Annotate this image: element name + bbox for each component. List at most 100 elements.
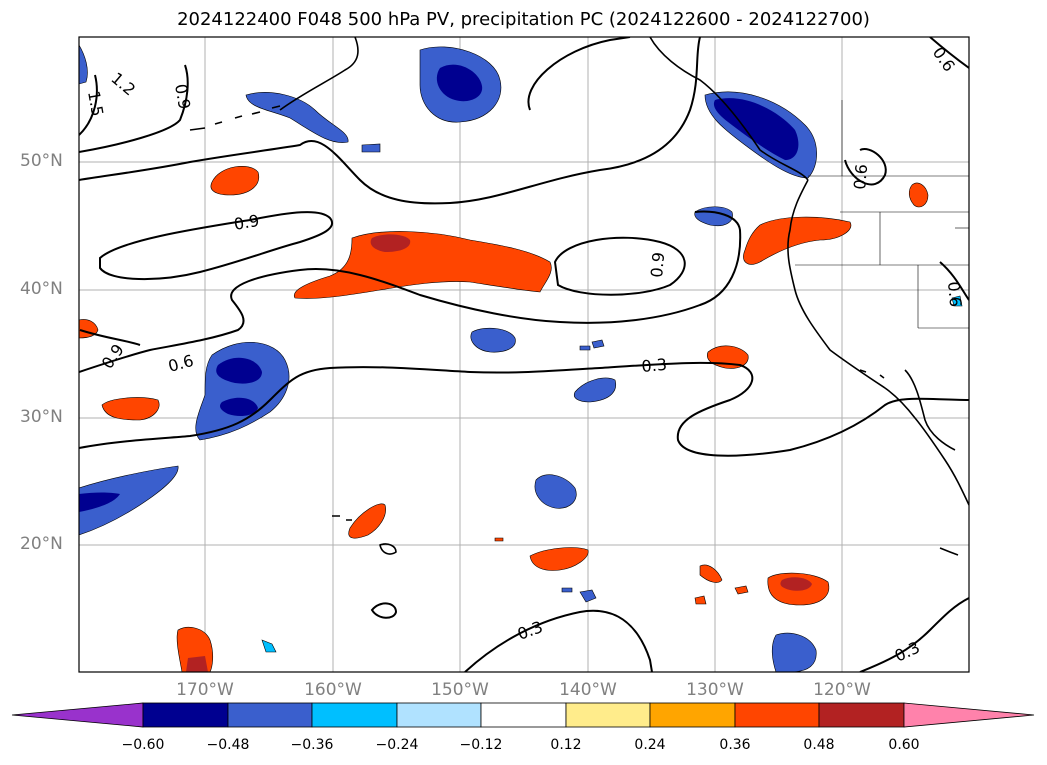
lon-label: 170°W [176, 680, 234, 700]
precip-core-alaska [436, 64, 483, 102]
coast-mexico-south [939, 547, 959, 556]
precip-core-w-central-b [220, 397, 258, 416]
lon-label: 140°W [559, 680, 617, 700]
positive-precip-areas [79, 165, 929, 672]
precip-blob-19n [529, 547, 589, 571]
precip-blob-49n [210, 165, 260, 196]
colorbar-segment [396, 702, 482, 728]
lat-label: 50°N [20, 151, 63, 171]
contour-north-loop-left [527, 37, 631, 111]
contour-label: 0.6 [166, 351, 196, 376]
map-frame [78, 36, 970, 673]
colorbar-tick: −0.60 [121, 737, 165, 753]
lat-label: 40°N [20, 279, 63, 299]
colorbar-segment [818, 702, 905, 728]
coast-alaska [279, 37, 359, 111]
contour-0.3-south [464, 609, 653, 672]
precip-blob-small-18n [561, 587, 573, 593]
colorbar [11, 702, 1035, 728]
colorbar-tick: 0.12 [550, 737, 582, 753]
contour-label: 0.9 [98, 341, 128, 373]
contour-1.5 [79, 74, 98, 136]
precip-blob-25n-center [534, 474, 577, 509]
precip-blob-small-39n [951, 295, 963, 307]
precip-blob-small-17n [579, 589, 597, 603]
colorbar-segment [311, 702, 398, 728]
precip-blob-small-48n-e [908, 182, 929, 208]
colorbar-segment [734, 702, 820, 728]
state-borders [795, 100, 969, 329]
colorbar-segment [565, 702, 651, 728]
precip-core-central-43n [370, 234, 411, 252]
contour-label: 1.2 [107, 69, 139, 100]
contour-label: 0.9 [232, 211, 260, 234]
precip-core-17n-east [780, 577, 812, 591]
colorbar-segment [227, 702, 313, 728]
contour-0.9-loop-east [553, 236, 686, 296]
colorbar-extend-high [903, 702, 1035, 728]
colorbar-segment [480, 702, 567, 728]
coastlines [189, 37, 969, 556]
precip-blob-small-48n [361, 143, 381, 153]
precip-blob-17n-a [699, 564, 723, 583]
colorbar-tick: 0.48 [803, 737, 835, 753]
contour-north-loop [79, 37, 701, 205]
precip-blob-west-25n [79, 465, 179, 536]
colorbar-tick: −0.24 [375, 737, 419, 753]
coast-aleutian-islands [189, 105, 281, 131]
pv-contours [79, 37, 969, 672]
precip-blob-36n [470, 327, 516, 353]
precip-blob-32n [573, 377, 616, 403]
precip-blob-16n [694, 595, 707, 605]
precip-blob-aleutian [245, 92, 349, 143]
precip-blob-small-20n [494, 537, 504, 542]
precip-blob-west-32n [101, 397, 160, 421]
precip-blob-central-43n [293, 231, 552, 299]
contour-1.2 [79, 64, 189, 153]
lat-label: 20°N [20, 534, 63, 554]
contour-0.6-e [844, 148, 887, 186]
lon-label: 130°W [686, 680, 744, 700]
lon-label: 120°W [813, 680, 871, 700]
coast-baja-islands [859, 369, 885, 379]
precip-blob-hawaii [348, 503, 386, 539]
coast-se-alaska [649, 37, 809, 181]
contour-label: 0.9 [171, 82, 194, 110]
contour-label: 0.9 [647, 251, 668, 278]
contour-label: 0.6 [929, 43, 959, 75]
contour-0.9-closed [99, 211, 333, 281]
precip-blob-12n [771, 632, 817, 672]
coast-hawaii-2 [332, 515, 352, 521]
contour-0.3-se [859, 597, 969, 672]
colorbar-tick: 0.24 [634, 737, 666, 753]
precip-core-south-west [186, 656, 208, 672]
colorbar-segment [649, 702, 736, 728]
precip-blob-nw-corner [79, 44, 88, 85]
precip-blob-small-35n [591, 339, 605, 349]
precip-core-w-central-a [216, 357, 262, 384]
colorbar-tick: −0.12 [459, 737, 503, 753]
coast-hawaii-1 [379, 543, 397, 555]
colorbar-tick: 0.36 [719, 737, 751, 753]
contour-label: 1.5 [84, 89, 107, 117]
contour-label: 0.6 [850, 163, 871, 190]
lat-label: 30°N [20, 407, 63, 427]
precip-core-west-25n [79, 492, 120, 512]
precip-blob-16n-b [734, 585, 749, 595]
coast-west-us [787, 179, 969, 506]
contour-label: 0.3 [515, 617, 545, 644]
lon-label: 160°W [304, 680, 362, 700]
precip-blob-small-35n-b [579, 345, 591, 351]
precip-core-bc [713, 98, 799, 160]
colorbar-tick: −0.48 [206, 737, 250, 753]
contour-0.6 [79, 210, 742, 373]
colorbar-extend-low [11, 702, 144, 728]
contour-0.6-ne [929, 37, 969, 69]
contour-0.3-north [79, 361, 969, 457]
map-title: 2024122400 F048 500 hPa PV, precipitatio… [177, 9, 870, 30]
contour-0.9-west [79, 329, 141, 346]
colorbar-tick: 0.60 [888, 737, 920, 753]
precip-blob-or-coast [743, 216, 852, 265]
contour-hawaii-ring [370, 602, 398, 619]
precip-blob-w-central [195, 342, 290, 441]
